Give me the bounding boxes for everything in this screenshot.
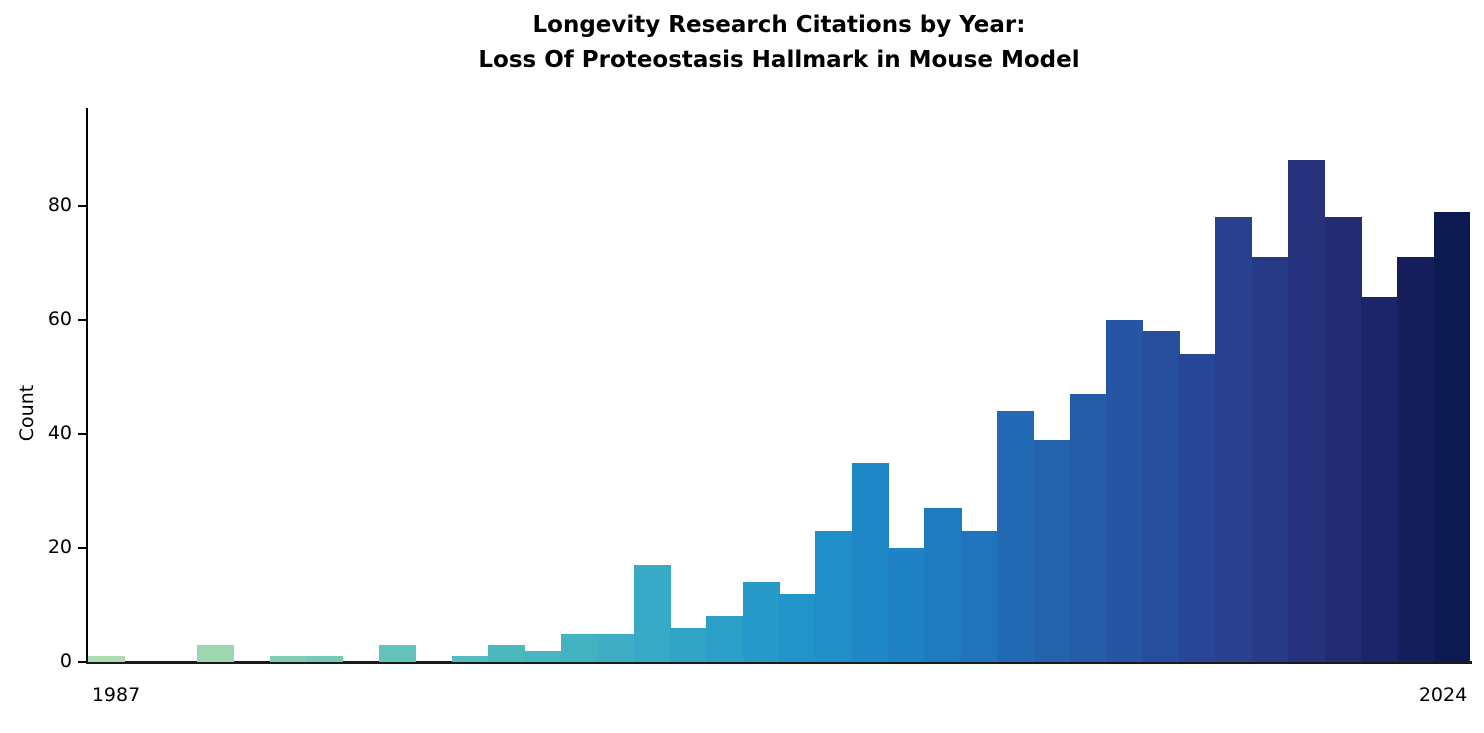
bar-2000 — [560, 633, 598, 662]
y-axis-spine — [86, 108, 88, 663]
bar-1992 — [269, 656, 307, 662]
bar-2024 — [1433, 211, 1470, 662]
bar-2010 — [924, 508, 962, 662]
bar-1995 — [378, 644, 416, 662]
y-tick-label-40: 40 — [47, 422, 72, 444]
bar-2006 — [779, 593, 817, 662]
bar-2013 — [1033, 439, 1071, 662]
bar-2005 — [742, 582, 780, 662]
chart-title: Longevity Research Citations by Year: Lo… — [88, 8, 1470, 78]
bars-container — [88, 110, 1470, 662]
y-tick-mark-40 — [78, 433, 86, 435]
bar-2008 — [851, 462, 889, 662]
bar-2022 — [1360, 297, 1398, 662]
bar-2021 — [1324, 217, 1362, 662]
y-tick-label-60: 60 — [47, 308, 72, 330]
bar-1990 — [197, 644, 235, 662]
y-tick-mark-20 — [78, 547, 86, 549]
bar-1987 — [88, 656, 126, 662]
bar-2002 — [633, 565, 671, 662]
x-tick-label-last: 2024 — [1418, 684, 1468, 706]
bar-2012 — [997, 411, 1035, 662]
bar-2020 — [1288, 160, 1326, 662]
bar-1998 — [488, 644, 526, 662]
y-tick-label-0: 0 — [59, 650, 72, 672]
y-tick-label-80: 80 — [47, 194, 72, 216]
chart-title-line-1: Longevity Research Citations by Year: — [532, 12, 1026, 38]
bar-2009 — [888, 548, 926, 662]
bar-2014 — [1069, 394, 1107, 662]
y-tick-label-20: 20 — [47, 536, 72, 558]
bar-2019 — [1251, 257, 1289, 662]
bar-2017 — [1179, 354, 1217, 662]
chart-title-line-2: Loss Of Proteostasis Hallmark in Mouse M… — [478, 47, 1080, 73]
bar-2015 — [1106, 320, 1144, 662]
y-tick-mark-80 — [78, 205, 86, 207]
bar-1993 — [306, 656, 344, 662]
bar-2016 — [1142, 331, 1180, 662]
bar-2011 — [960, 530, 998, 662]
y-tick-mark-60 — [78, 319, 86, 321]
y-tick-mark-0 — [78, 661, 86, 663]
bar-2007 — [815, 530, 853, 662]
bar-1997 — [451, 656, 489, 662]
bar-1999 — [524, 650, 562, 662]
bar-2004 — [706, 616, 744, 662]
bar-2001 — [597, 633, 635, 662]
x-tick-label-first: 1987 — [91, 684, 141, 706]
bar-2018 — [1215, 217, 1253, 662]
bar-2003 — [669, 627, 707, 662]
x-axis-spine — [86, 661, 1472, 664]
bar-2023 — [1397, 257, 1435, 662]
